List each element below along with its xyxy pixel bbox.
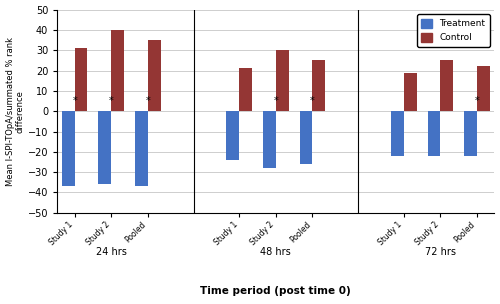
Text: 72 hrs: 72 hrs	[425, 247, 456, 257]
Bar	[98, 111, 111, 184]
Text: *: *	[310, 96, 315, 106]
Text: *: *	[146, 96, 150, 106]
Text: *: *	[72, 96, 77, 106]
Bar	[74, 48, 88, 111]
Bar	[477, 67, 490, 111]
Bar	[440, 60, 454, 111]
Y-axis label: Mean I-SPI-TOpA/summated % rank
difference: Mean I-SPI-TOpA/summated % rank differen…	[6, 37, 25, 186]
Bar	[263, 111, 276, 168]
Legend: Treatment, Control: Treatment, Control	[417, 14, 490, 47]
Bar	[391, 111, 404, 156]
Text: 48 hrs: 48 hrs	[260, 247, 291, 257]
Bar	[404, 73, 416, 111]
Bar	[464, 111, 477, 156]
Text: *: *	[474, 96, 480, 106]
Bar	[62, 111, 74, 186]
Bar	[428, 111, 440, 156]
Text: *: *	[274, 96, 278, 106]
Bar	[111, 30, 124, 111]
Text: *: *	[109, 96, 114, 106]
Bar	[148, 40, 160, 111]
Bar	[240, 68, 252, 111]
Bar	[312, 60, 325, 111]
Bar	[226, 111, 239, 160]
Text: 24 hrs: 24 hrs	[96, 247, 126, 257]
Bar	[276, 50, 288, 111]
X-axis label: Time period (post time 0): Time period (post time 0)	[200, 286, 351, 296]
Bar	[135, 111, 148, 186]
Bar	[300, 111, 312, 164]
